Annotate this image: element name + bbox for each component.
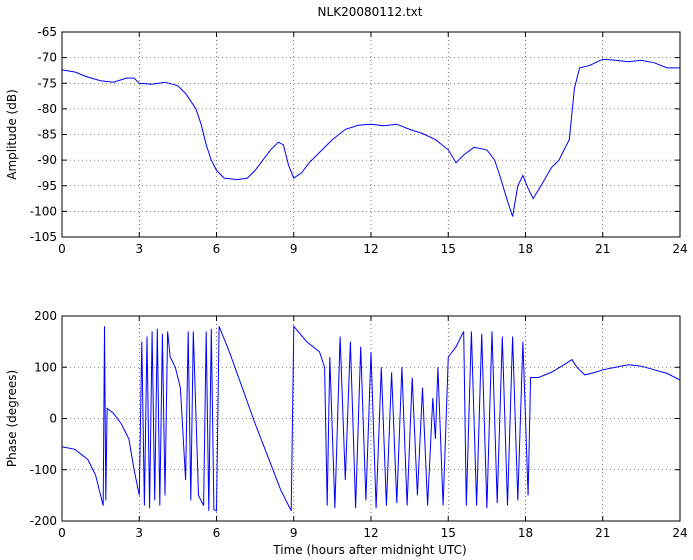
phase-x-tick-label: 15 [441,526,456,540]
phase-x-tick-label: 0 [58,526,66,540]
x-axis-label: Time (hours after midnight UTC) [272,543,466,557]
phase-series-line [61,324,681,512]
amplitude-x-tick-label: 9 [290,242,298,256]
phase-y-tick-label: -200 [30,514,57,528]
amplitude-x-tick-label: 6 [213,242,221,256]
amplitude-series-line [61,58,680,217]
phase-panel: 0 3 6 9 12 15 18 21 24 -200 -100 0 100 200 Phase (degr… [5,309,688,540]
phase-y-tick-label: 200 [34,309,57,323]
phase-y-tick-label: 100 [34,360,57,374]
amplitude-y-tick-label: -85 [37,128,57,142]
phase-y-tick-label: -100 [30,463,57,477]
amplitude-y-tick-label: -75 [37,76,57,90]
amplitude-x-tick-label: 0 [58,242,66,256]
phase-x-tick-label: 6 [213,526,221,540]
phase-y-axis-label: Phase (degrees) [5,370,19,467]
figure-title: NLK20080112.txt [318,5,423,19]
amplitude-y-tick-label: -65 [37,25,57,39]
amplitude-y-tick-label: -95 [37,179,57,193]
amplitude-panel: 0 3 6 9 12 15 18 21 24 -105 -100 -95 -90 -85 -80 -75 -70… [5,25,688,256]
amplitude-y-axis-label: Amplitude (dB) [5,89,19,180]
amplitude-y-tick-label: -100 [30,204,57,218]
phase-x-tick-label: 12 [363,526,378,540]
amplitude-x-tick-label: 15 [441,242,456,256]
phase-x-tick-label: 3 [135,526,143,540]
phase-x-tick-label: 24 [672,526,687,540]
amplitude-x-tick-label: 12 [363,242,378,256]
amplitude-y-tick-label: -90 [37,153,57,167]
amplitude-x-tick-label: 21 [595,242,610,256]
phase-x-tick-label: 18 [518,526,533,540]
amplitude-x-tick-label: 24 [672,242,687,256]
phase-y-tick-label: 0 [49,412,57,426]
amplitude-y-tick-label: -70 [37,51,57,65]
amplitude-y-tick-label: -105 [30,230,57,244]
phase-x-tick-label: 9 [290,526,298,540]
amplitude-y-tick-label: -80 [37,102,57,116]
amplitude-x-tick-label: 3 [135,242,143,256]
amplitude-x-tick-label: 18 [518,242,533,256]
phase-x-tick-label: 21 [595,526,610,540]
